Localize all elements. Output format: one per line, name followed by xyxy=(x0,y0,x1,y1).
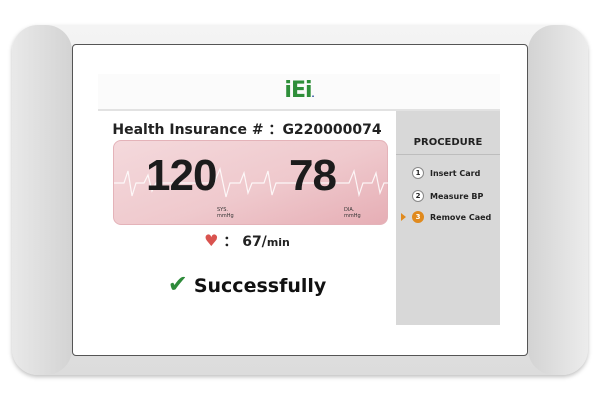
ecg-line-icon xyxy=(114,167,389,198)
diastolic-unit: DIA. mmHg xyxy=(344,207,361,219)
checkmark-icon: ✔ xyxy=(167,270,188,298)
dia-unit: mmHg xyxy=(344,213,361,219)
current-step-arrow-icon xyxy=(401,213,406,221)
step-number-circle: 3 xyxy=(412,211,424,223)
header: iEi. xyxy=(98,74,500,111)
heart-ecg-icon: ♥ xyxy=(204,231,219,250)
screen: iEi. Health Insurance # ：G220000074 120 … xyxy=(98,74,500,325)
pulse-separator: ： xyxy=(223,234,238,250)
pulse-rate: ♥ ： 67/min xyxy=(98,231,396,251)
step-number-circle: 1 xyxy=(412,167,424,179)
dia-label: DIA. xyxy=(344,207,355,213)
procedure-title: PROCEDURE xyxy=(396,137,500,155)
pulse-unit: min xyxy=(266,236,290,249)
iei-logo: iEi. xyxy=(284,78,314,103)
procedure-panel: PROCEDURE 1 Insert Card 2 Measure BP 3 Remo… xyxy=(396,111,500,325)
step-number-circle: 2 xyxy=(412,190,424,202)
insurance-label: Health Insurance # ： xyxy=(112,122,283,138)
systolic-unit: SYS. mmHg xyxy=(217,207,234,219)
sys-label: SYS. xyxy=(217,207,228,213)
step-label: Insert Card xyxy=(430,168,481,178)
pulse-value: 67/ xyxy=(242,234,267,250)
procedure-step-1: 1 Insert Card xyxy=(412,167,480,179)
sys-unit: mmHg xyxy=(217,213,234,219)
left-side-cap xyxy=(12,25,72,375)
status-text: Successfully xyxy=(193,275,327,297)
step-label: Measure BP xyxy=(430,191,484,201)
result-panel: Health Insurance # ：G220000074 120 SYS. m… xyxy=(98,111,396,325)
health-insurance-number: Health Insurance # ：G220000074 xyxy=(98,119,396,139)
right-side-cap xyxy=(528,25,588,375)
status-message: ✔ Successfully xyxy=(98,270,396,298)
systolic-value: 120 xyxy=(146,151,217,200)
procedure-step-3: 3 Remove Caed xyxy=(412,211,491,223)
step-label: Remove Caed xyxy=(430,212,492,222)
blood-pressure-card: 120 SYS. mmHg 78 DIA. mmHg xyxy=(113,140,389,225)
diastolic-value: 78 xyxy=(289,151,337,200)
insurance-id: G220000074 xyxy=(282,122,382,138)
procedure-step-2: 2 Measure BP xyxy=(412,190,483,202)
